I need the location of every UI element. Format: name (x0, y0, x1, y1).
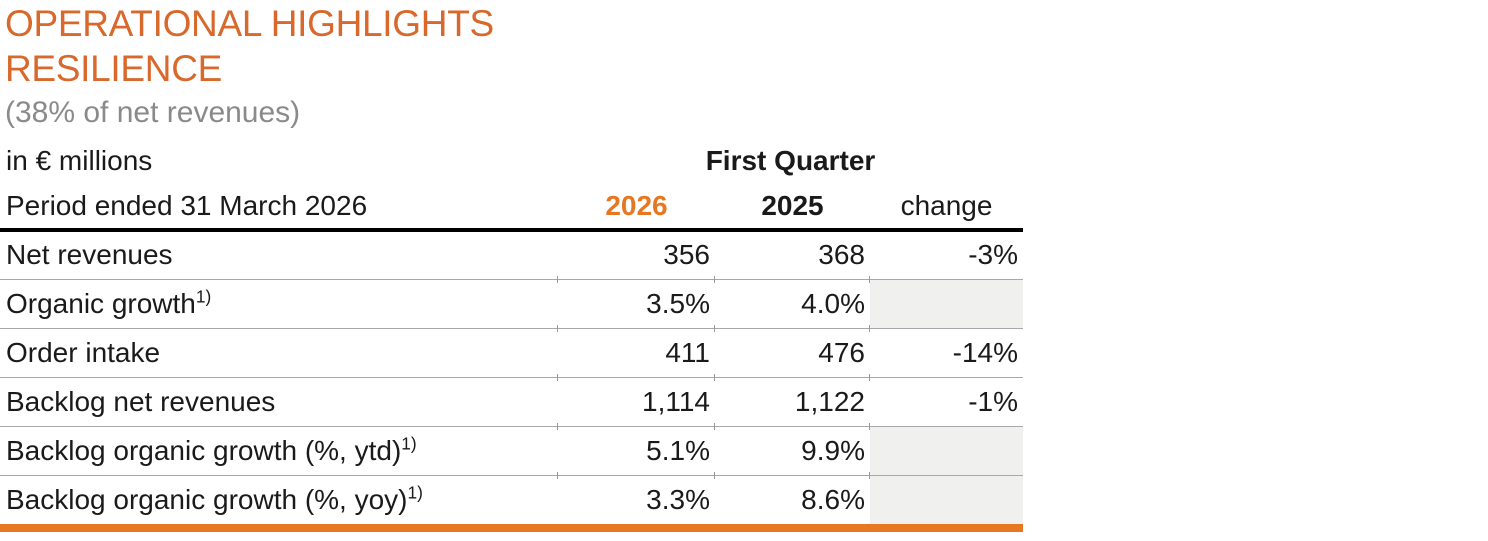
value-2025: 9.9% (714, 423, 870, 475)
value-change: -3% (968, 239, 1019, 271)
row-label: Net revenues (6, 239, 173, 271)
value-2026: 3.3% (557, 472, 715, 524)
table-row: Backlog net revenues 1,114 1,122 -1% (0, 374, 1024, 426)
page-title: OPERATIONAL HIGHLIGHTS (5, 3, 494, 44)
value-change: -14% (868, 325, 1024, 377)
column-header-2025: 2025 (715, 184, 870, 232)
value-2026: 411 (557, 325, 715, 377)
report-header: OPERATIONAL HIGHLIGHTS RESILIENCE (38% o… (0, 1, 1488, 133)
row-label: Backlog organic growth (%, yoy)1) (0, 474, 558, 524)
column-header-2026: 2026 (558, 184, 715, 232)
table-row: Order intake 411 476 -14% (0, 325, 1024, 377)
row-label: Backlog net revenues (0, 376, 558, 426)
value-2026: 5.1% (557, 423, 715, 475)
value-change (868, 423, 1024, 475)
table-header-row-units: in € millions First Quarter (0, 138, 1023, 184)
column-header-change: change (870, 184, 1024, 232)
value-2025: 476 (714, 325, 870, 377)
table-row: Backlog organic growth (%, ytd)1) 5.1% 9.9… (0, 423, 1024, 475)
highlights-table: in € millions First Quarter Period ended… (0, 138, 1024, 524)
segment-subtitle: (38% of net revenues) (5, 96, 301, 129)
value-change: -1% (868, 374, 1024, 426)
segment-title: RESILIENCE (5, 48, 223, 89)
value-2026: 3.5% (557, 276, 715, 328)
value-change (868, 276, 1024, 328)
row-label: Backlog organic growth (%, ytd)1) (0, 425, 558, 475)
footnote-marker: 1) (195, 286, 212, 307)
group-header-first-quarter: First Quarter (705, 145, 876, 176)
footnote-marker: 1) (401, 433, 417, 454)
value-2025: 4.0% (714, 276, 870, 328)
value-2026: 1,114 (557, 374, 715, 426)
footnote-marker: 1) (407, 482, 423, 503)
period-label: Period ended 31 March 2026 (0, 184, 558, 232)
table-row: Backlog organic growth (%, yoy)1) 3.3% 8.6… (0, 472, 1024, 524)
accent-bottom-bar (0, 524, 1023, 532)
value-2026: 356 (663, 239, 710, 271)
row-label: Order intake (0, 327, 558, 377)
table-row: Net revenues 356 368 -3% (0, 230, 1023, 279)
value-2025: 8.6% (714, 472, 870, 524)
table-body: Net revenues 356 368 -3% Organic growth1) 3.5… (0, 230, 1024, 524)
value-change (868, 472, 1024, 524)
table-header-row-columns: Period ended 31 March 2026 2026 2025 cha… (0, 184, 1024, 232)
row-label: Organic growth1) (0, 278, 558, 328)
table-row: Organic growth1) 3.5% 4.0% (0, 276, 1024, 328)
table-header: in € millions First Quarter Period ended… (0, 138, 1024, 232)
unit-label: in € millions (6, 145, 153, 176)
value-2025: 1,122 (714, 374, 870, 426)
value-2025: 368 (818, 239, 865, 271)
